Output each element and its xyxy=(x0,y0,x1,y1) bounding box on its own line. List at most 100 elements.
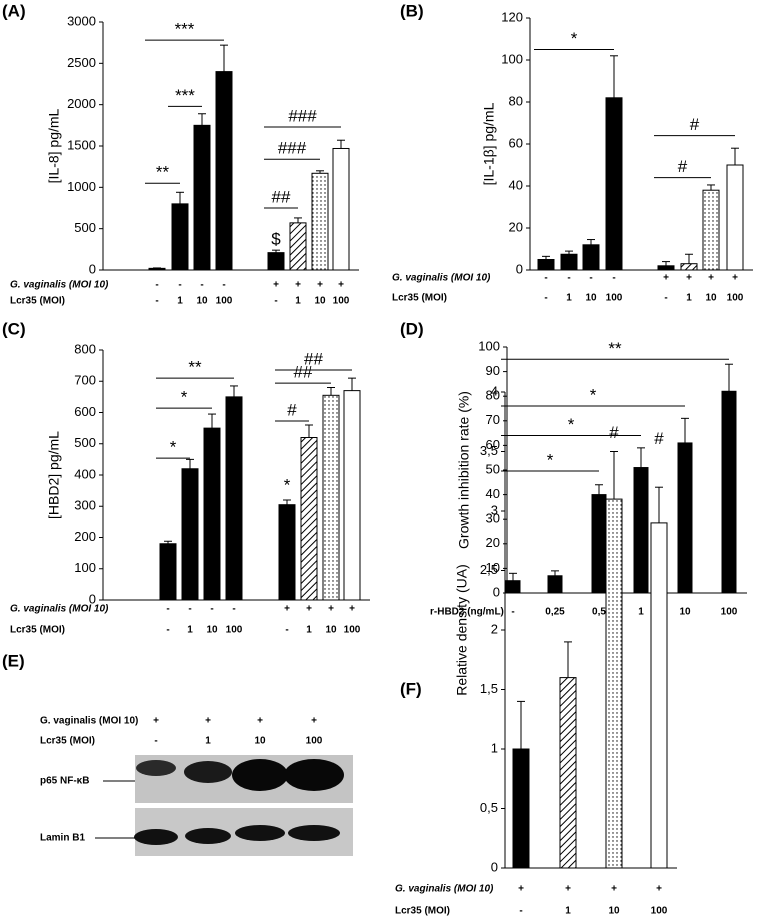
significance-label: $ xyxy=(271,230,281,249)
column-label: + xyxy=(311,716,317,727)
row-value: 1 xyxy=(566,293,572,304)
y-tick-label: 10 xyxy=(486,560,500,575)
column-label: - xyxy=(154,736,157,747)
y-tick-label: 90 xyxy=(486,363,500,378)
row-value: - xyxy=(567,273,570,284)
row-value: - xyxy=(222,280,225,291)
row-value: 100 xyxy=(226,625,243,636)
row-value: - xyxy=(166,625,169,636)
significance-label: * xyxy=(170,438,177,457)
bar xyxy=(560,253,578,271)
row-label: G. vaginalis (MOI 10) xyxy=(40,716,138,727)
significance-label: ### xyxy=(288,106,317,125)
row-label: Lcr35 (MOI) xyxy=(10,625,65,636)
row-value: 10 xyxy=(585,293,597,304)
x-tick-label: - xyxy=(511,607,514,618)
y-tick-label: 800 xyxy=(74,341,96,356)
row-value: 10 xyxy=(196,296,208,307)
significance-label: # xyxy=(654,429,664,448)
significance-label: ** xyxy=(188,358,202,377)
row-value: + xyxy=(518,884,524,895)
y-tick-label: 0 xyxy=(491,859,498,874)
significance-label: # xyxy=(690,115,700,134)
row-value: 1 xyxy=(686,293,692,304)
significance-label: * xyxy=(547,450,554,469)
row-value: - xyxy=(178,280,181,291)
y-tick-label: 20 xyxy=(486,535,500,550)
bar xyxy=(215,71,233,271)
y-tick-label: 100 xyxy=(74,560,96,575)
y-tick-label: 500 xyxy=(74,220,96,235)
bar xyxy=(203,427,221,601)
x-tick-label: 100 xyxy=(721,607,738,618)
row-value: + xyxy=(273,280,279,291)
row-value: + xyxy=(349,604,355,615)
row-value: 1 xyxy=(306,625,312,636)
y-tick-label: 50 xyxy=(486,461,500,476)
column-label: 100 xyxy=(306,736,323,747)
bar xyxy=(633,467,649,594)
significance-label: ## xyxy=(272,187,291,206)
bar xyxy=(267,252,285,271)
row-value: + xyxy=(338,280,344,291)
y-tick-label: 120 xyxy=(501,9,523,24)
panel-label: (F) xyxy=(400,679,422,698)
y-tick-label: 0 xyxy=(89,261,96,276)
row-value: - xyxy=(664,293,667,304)
y-tick-label: 200 xyxy=(74,529,96,544)
row-value: + xyxy=(306,604,312,615)
band xyxy=(235,825,285,841)
bar xyxy=(181,468,199,601)
panel-label: (E) xyxy=(2,651,25,670)
row-value: - xyxy=(544,273,547,284)
row-value: + xyxy=(732,273,738,284)
row-value: 100 xyxy=(651,906,668,917)
y-tick-label: 4 xyxy=(491,383,498,398)
column-label: + xyxy=(205,716,211,727)
band xyxy=(284,759,344,791)
row-value: 1 xyxy=(295,296,301,307)
significance-label: * xyxy=(284,475,291,494)
significance-label: # xyxy=(287,400,297,419)
column-label: 1 xyxy=(205,736,211,747)
row-value: + xyxy=(656,884,662,895)
bar xyxy=(343,390,361,601)
row-value: - xyxy=(188,604,191,615)
y-tick-label: 1 xyxy=(491,740,498,755)
y-tick-label: 1500 xyxy=(67,137,96,152)
row-value: 10 xyxy=(325,625,337,636)
y-tick-label: 0 xyxy=(516,261,523,276)
y-tick-label: 1000 xyxy=(67,179,96,194)
row-value: 10 xyxy=(705,293,717,304)
row-label: G. vaginalis (MOI 10) xyxy=(10,604,109,615)
row-value: - xyxy=(155,280,158,291)
bar xyxy=(537,259,555,271)
bar xyxy=(193,124,211,271)
y-tick-label: 100 xyxy=(501,51,523,66)
y-tick-label: 2 xyxy=(491,621,498,636)
significance-label: ** xyxy=(608,339,622,358)
y-tick-label: 1,5 xyxy=(480,681,498,696)
y-tick-label: 80 xyxy=(486,388,500,403)
column-label: + xyxy=(257,716,263,727)
row-label: G. vaginalis (MOI 10) xyxy=(395,884,494,895)
band xyxy=(184,761,232,783)
y-tick-label: 100 xyxy=(478,338,500,353)
blot-panel: (E) G. vaginalis (MOI 10) Lcr35 (MOI) p6… xyxy=(2,651,353,856)
bar xyxy=(605,97,623,271)
y-tick-label: 3 xyxy=(491,502,498,517)
row-value: - xyxy=(210,604,213,615)
y-tick-label: 0 xyxy=(89,591,96,606)
bar xyxy=(332,147,350,271)
y-tick-label: 600 xyxy=(74,404,96,419)
y-axis-label: Growth inhibition rate (%) xyxy=(456,391,472,549)
row-value: 100 xyxy=(333,296,350,307)
y-tick-label: 30 xyxy=(486,511,500,526)
significance-label: *** xyxy=(175,86,195,105)
significance-label: * xyxy=(590,386,597,405)
bar xyxy=(148,267,166,271)
y-tick-label: 60 xyxy=(509,135,523,150)
band xyxy=(288,825,340,841)
y-tick-label: 0,5 xyxy=(480,800,498,815)
bar xyxy=(680,263,698,271)
